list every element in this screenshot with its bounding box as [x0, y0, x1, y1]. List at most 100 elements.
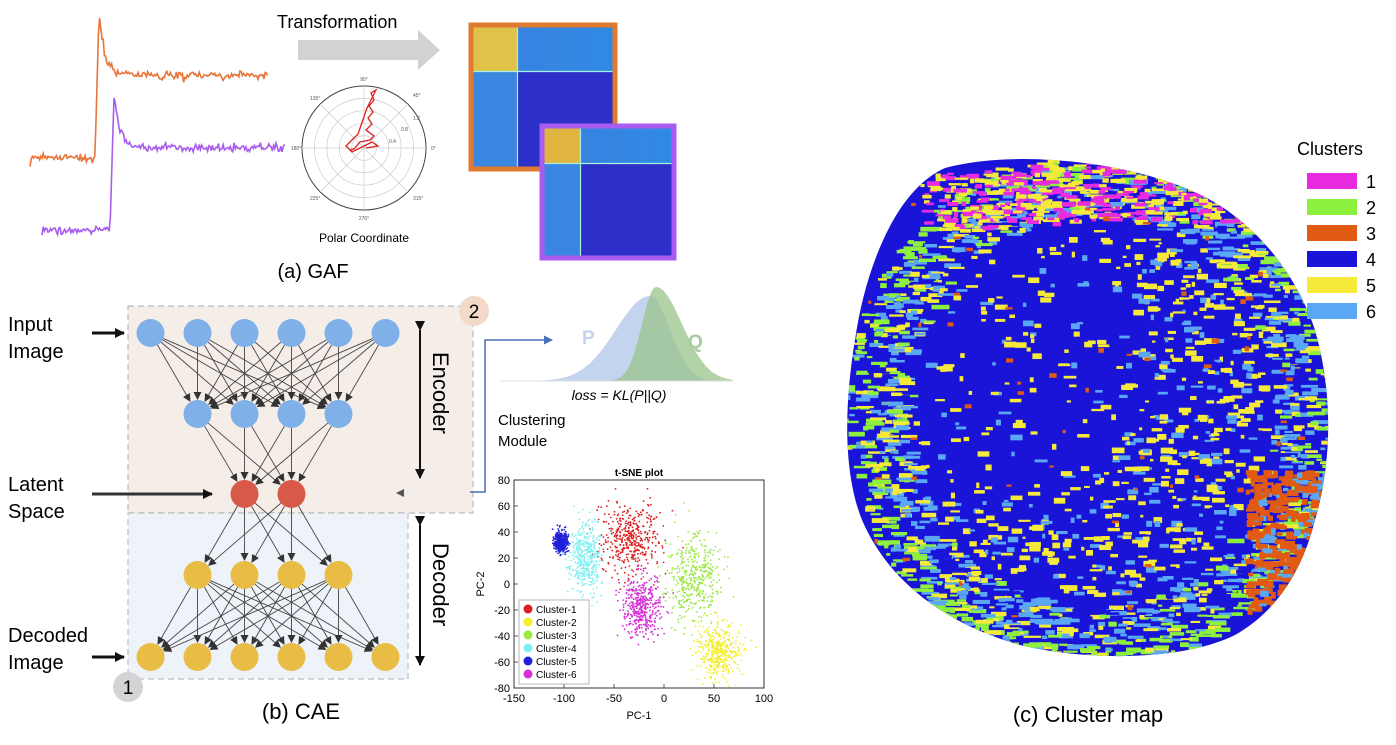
tsne-point	[635, 534, 637, 536]
tsne-point	[616, 572, 619, 575]
tsne-point	[640, 597, 642, 600]
tsne-point	[652, 530, 655, 533]
tsne-point	[671, 589, 674, 591]
tsne-point	[615, 554, 617, 556]
badge-2-label: 2	[469, 302, 480, 323]
tsne-point	[672, 592, 675, 594]
tsne-point	[687, 543, 690, 545]
tsne-point	[691, 570, 694, 573]
tsne-point	[582, 578, 584, 581]
tsne-point	[642, 553, 644, 556]
tsne-point	[684, 580, 687, 583]
tsne-point	[708, 643, 711, 646]
tsne-series-cluster-2	[689, 612, 757, 688]
tsne-point	[731, 657, 733, 659]
tsne-point	[632, 535, 635, 538]
tsne-point	[703, 566, 705, 569]
tsne-point	[593, 564, 596, 567]
input-node	[183, 319, 212, 347]
tsne-point	[717, 645, 719, 647]
tsne-point	[696, 586, 699, 589]
tsne-point	[710, 644, 713, 647]
tsne-point	[741, 673, 744, 676]
tsne-point	[612, 531, 615, 534]
input-node	[324, 319, 353, 347]
tsne-point	[648, 526, 651, 528]
x-tick-label: 50	[708, 693, 720, 705]
tsne-point	[618, 506, 621, 509]
tsne-point	[624, 566, 627, 569]
tsne-point	[708, 669, 711, 672]
tsne-point	[624, 526, 627, 529]
tsne-point	[558, 531, 561, 534]
tsne-point	[635, 611, 638, 613]
tsne-point	[686, 600, 688, 603]
tsne-point	[651, 633, 654, 636]
tsne-point	[638, 608, 641, 611]
tsne-point	[683, 561, 686, 564]
tsne-point	[677, 535, 680, 538]
tsne-point	[648, 609, 651, 612]
tsne-point	[656, 533, 659, 536]
tsne-point	[637, 564, 640, 567]
tsne-point	[715, 531, 718, 534]
tsne-point	[581, 572, 583, 575]
tsne-point	[711, 588, 714, 591]
tsne-point	[622, 603, 625, 606]
tsne-point	[568, 542, 571, 545]
tsne-point	[628, 589, 631, 592]
tsne-point	[646, 537, 649, 539]
decoder-hidden-node	[277, 561, 306, 589]
tsne-point	[710, 563, 712, 565]
tsne-point	[651, 623, 654, 626]
tsne-point	[716, 673, 718, 675]
tsne-point	[710, 666, 713, 669]
tsne-point	[596, 600, 599, 603]
tsne-point	[605, 534, 608, 536]
tsne-point	[702, 579, 704, 582]
tsne-point	[680, 553, 683, 555]
tsne-point	[707, 667, 709, 669]
tsne-point	[563, 543, 565, 546]
tsne-point	[680, 606, 683, 609]
tsne-point	[576, 545, 578, 548]
tsne-point	[630, 537, 633, 539]
tsne-point	[615, 517, 618, 520]
polar-tick-0: 0°	[431, 146, 436, 152]
y-tick-label: -80	[494, 683, 510, 695]
tsne-point	[718, 658, 720, 661]
tsne-point	[572, 541, 574, 543]
tsne-point	[699, 607, 701, 610]
tsne-point	[572, 546, 575, 549]
tsne-point	[592, 546, 595, 549]
tsne-point	[649, 617, 652, 620]
polar-radius-0-4: 0.4	[389, 139, 396, 145]
tsne-point	[677, 575, 680, 578]
tsne-point	[623, 571, 626, 574]
tsne-point	[696, 561, 698, 564]
tsne-point	[654, 621, 656, 624]
tsne-point	[563, 546, 566, 548]
tsne-point	[577, 558, 580, 561]
tsne-point	[614, 569, 616, 572]
tsne-point	[725, 633, 728, 635]
tsne-point	[627, 553, 630, 556]
tsne-point	[631, 553, 634, 556]
cluster-legend-swatch	[1307, 225, 1357, 241]
tsne-point	[620, 567, 623, 569]
tsne-point	[593, 581, 596, 583]
cluster-legend-swatch	[1307, 303, 1357, 319]
tsne-point	[705, 644, 707, 646]
tsne-point	[726, 565, 729, 568]
tsne-point	[625, 541, 627, 544]
tsne-point	[648, 529, 651, 532]
tsne-point	[642, 635, 645, 638]
tsne-point	[605, 521, 608, 523]
tsne-point	[723, 649, 726, 652]
tsne-point	[585, 563, 588, 566]
tsne-point	[651, 613, 654, 616]
tsne-point	[628, 529, 630, 532]
tsne-point	[646, 487, 649, 490]
tsne-point	[656, 602, 659, 604]
tsne-point	[570, 559, 572, 562]
